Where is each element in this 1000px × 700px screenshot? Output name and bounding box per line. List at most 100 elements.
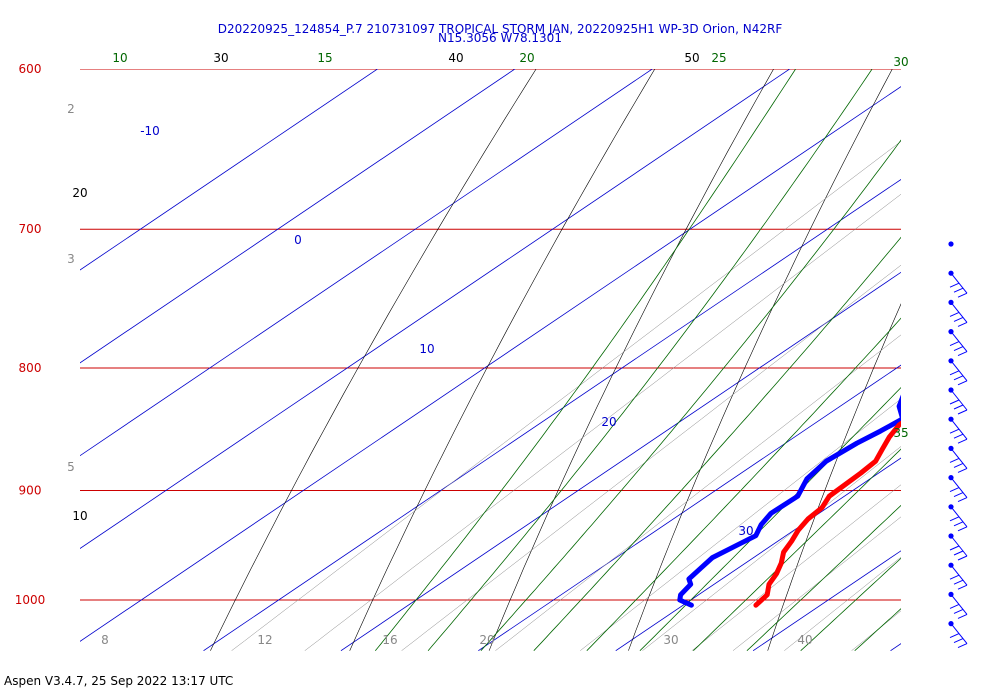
wind-barb-flag <box>953 638 964 644</box>
mixing-ratio-label: 20 <box>479 633 494 647</box>
wind-barb <box>948 533 968 561</box>
wind-barb-flag <box>953 550 964 556</box>
wind-barbs <box>948 241 968 649</box>
mixing-ratio-line <box>784 556 901 651</box>
mixing-ratio-line <box>642 446 901 651</box>
moist-adiabat <box>533 236 901 651</box>
mixing-ratio-line <box>851 610 901 651</box>
mixing-ratio-label: 2 <box>67 102 75 116</box>
moist-adiabat <box>800 557 901 651</box>
wind-barb-flag <box>953 462 964 468</box>
temperature-profile <box>753 420 901 608</box>
pressure-label-900: 900 <box>19 483 42 497</box>
moist-adiabat-label: 25 <box>711 51 726 65</box>
moist-adiabat <box>427 69 873 651</box>
wind-barb-flag <box>957 351 968 357</box>
moist-adiabat <box>586 317 901 651</box>
isotherm-0 <box>340 271 901 651</box>
wind-barb <box>948 387 968 415</box>
isotherm--40 <box>80 69 653 457</box>
wind-barb-flag <box>953 521 964 527</box>
wind-barb-flag <box>953 287 964 293</box>
wind-barb-flag <box>949 428 960 434</box>
pressure-label-600: 600 <box>19 62 42 76</box>
isotherm-40 <box>890 643 901 651</box>
wind-barb <box>948 591 968 619</box>
isotherm--50 <box>80 69 516 364</box>
wind-barb-flag <box>949 545 960 551</box>
isotherm--20 <box>80 86 901 642</box>
wind-barb <box>948 475 968 503</box>
wind-barb-flag <box>949 516 960 522</box>
moist-adiabat <box>854 608 901 651</box>
wind-barb <box>948 416 968 444</box>
isotherm-label: -10 <box>140 124 160 138</box>
wind-barb <box>948 270 968 298</box>
wind-barb-flag <box>957 380 968 386</box>
wind-barb-flag <box>957 438 968 444</box>
mixing-ratio-label: 8 <box>101 633 109 647</box>
wind-barb <box>948 504 968 532</box>
wind-barb-flag <box>949 399 960 405</box>
wind-barb <box>948 445 968 473</box>
wind-barb-flag <box>957 292 968 298</box>
dry-adiabat <box>767 303 901 651</box>
isotherm-10 <box>478 364 901 651</box>
wind-barb <box>948 621 968 649</box>
wind-barb-flag <box>957 526 968 532</box>
moist-adiabat <box>480 139 901 651</box>
moist-adiabat-label: 35 <box>893 426 908 440</box>
wind-barb-flag <box>949 457 960 463</box>
wind-barb-flag <box>953 608 964 614</box>
moist-adiabat <box>746 504 901 651</box>
wind-barb-flag <box>953 346 964 352</box>
dry-adiabat-label: 20 <box>72 186 87 200</box>
wind-barb <box>948 358 968 386</box>
dry-adiabat <box>210 69 537 651</box>
profiles <box>677 394 901 608</box>
dry-adiabat <box>488 69 774 651</box>
moist-adiabat-label: 10 <box>112 51 127 65</box>
wind-barb <box>948 329 968 357</box>
mixing-ratio-label: 30 <box>663 633 678 647</box>
moist-adiabat-label: 15 <box>317 51 332 65</box>
mixing-ratio-label: 16 <box>382 633 397 647</box>
wind-barb-flag <box>949 341 960 347</box>
wind-barb <box>948 299 968 327</box>
wind-barb-flag <box>957 467 968 473</box>
wind-barb-flag <box>949 487 960 493</box>
isotherm-label: 0 <box>294 233 302 247</box>
wind-barb-flag <box>957 555 968 561</box>
moist-adiabat <box>639 387 901 651</box>
moist-adiabat <box>374 69 797 651</box>
wind-barb-flag <box>953 316 964 322</box>
wind-barb-flag <box>953 375 964 381</box>
mixing-ratio-label: 3 <box>67 252 75 266</box>
chart-title-line1: D20220925_124854_P.7 210731097 TROPICAL … <box>218 22 783 36</box>
mixing-ratio-line <box>732 516 901 651</box>
mixing-ratio-label: 40 <box>797 633 812 647</box>
mixing-ratio-line <box>304 193 901 651</box>
wind-barb-flag <box>957 584 968 590</box>
moist-adiabat-label: 30 <box>893 55 908 69</box>
dry-adiabat-label: 10 <box>72 509 87 523</box>
isotherm--60 <box>80 69 379 271</box>
wind-barb-dot <box>948 241 954 247</box>
wind-barb-flag <box>949 574 960 580</box>
wind-barb-flag <box>949 603 960 609</box>
mixing-ratio-label: 12 <box>257 633 272 647</box>
wind-barb-flag <box>957 409 968 415</box>
wind-barb-flag <box>949 370 960 376</box>
wind-barb <box>948 562 968 590</box>
wind-barb-flag <box>949 282 960 288</box>
dry-adiabat <box>628 69 893 651</box>
chart-title-line2: N15.3056 W78.1301 <box>438 31 562 45</box>
isotherm--10 <box>203 178 901 651</box>
wind-barb-flag <box>953 404 964 410</box>
mixing-ratio-line <box>231 141 901 651</box>
wind-barb-flag <box>957 643 968 649</box>
dry-adiabat-label: 30 <box>213 51 228 65</box>
wind-barb-flag <box>957 613 968 619</box>
